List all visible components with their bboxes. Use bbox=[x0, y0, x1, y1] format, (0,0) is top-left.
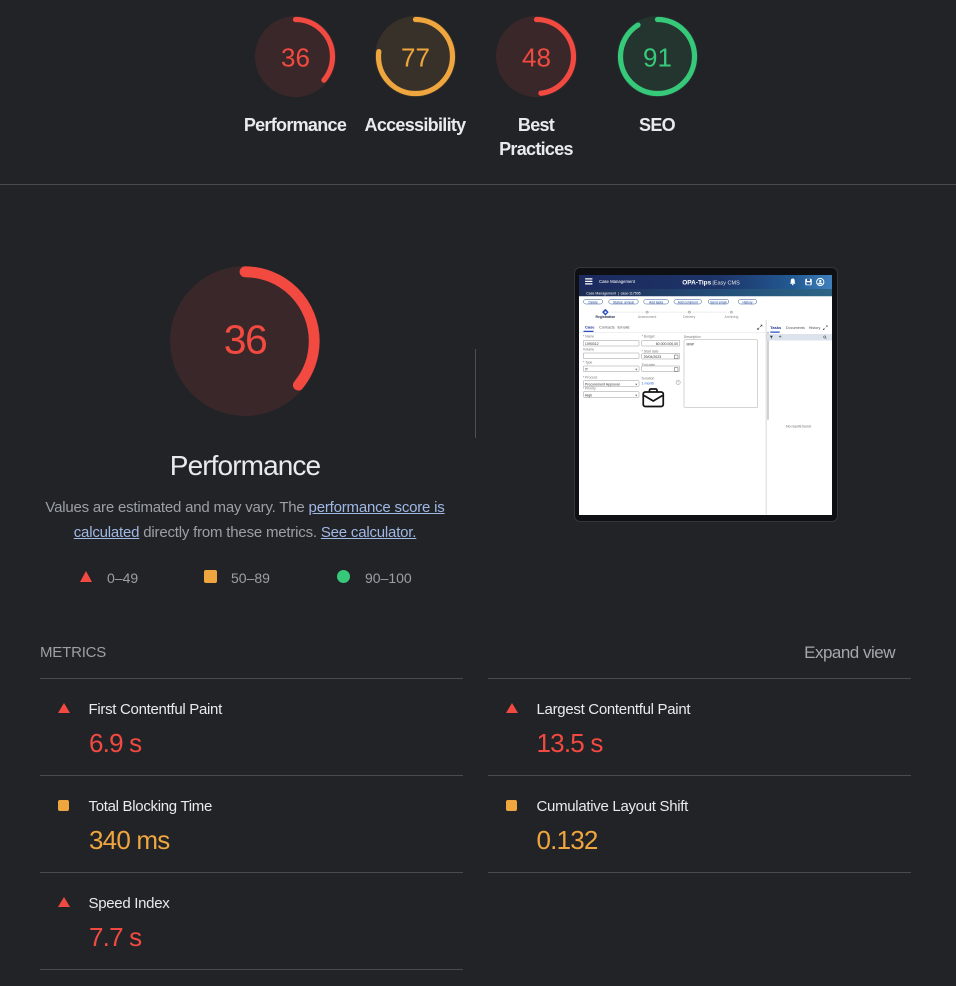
svg-text:48: 48 bbox=[522, 43, 551, 73]
svg-text:36: 36 bbox=[224, 316, 267, 362]
svg-text:77: 77 bbox=[401, 43, 430, 73]
svg-text:36: 36 bbox=[281, 43, 310, 73]
svg-text:91: 91 bbox=[643, 43, 672, 73]
